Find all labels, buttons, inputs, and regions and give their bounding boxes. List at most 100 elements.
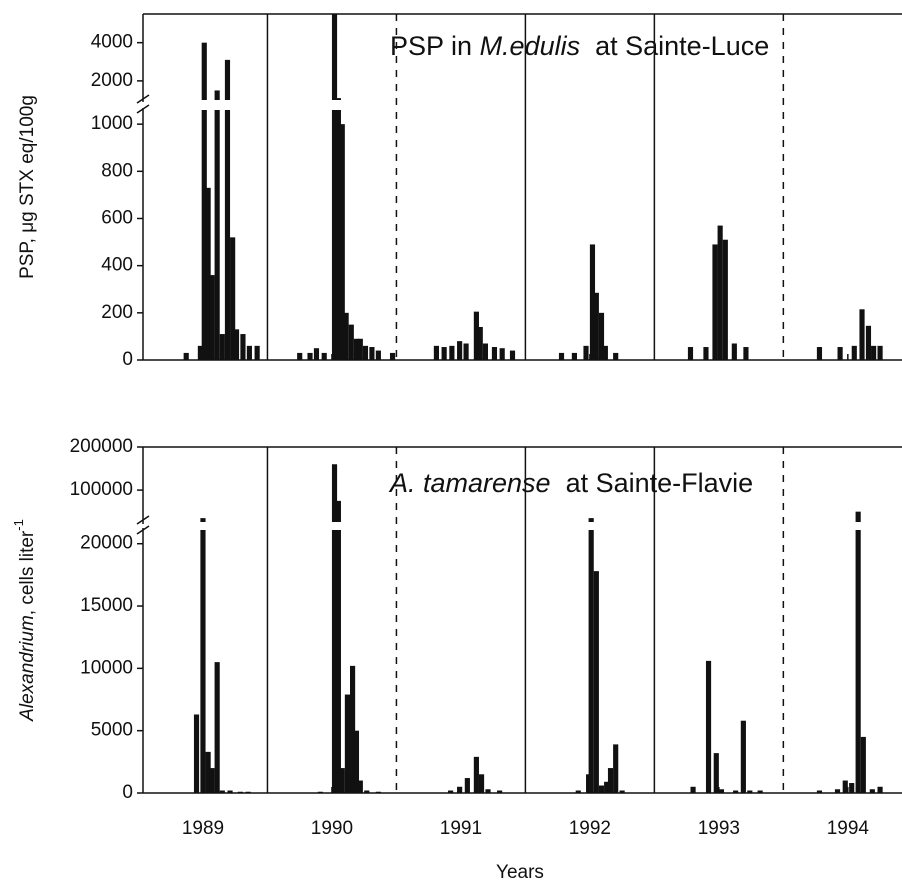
bar [457,341,463,360]
y-tick-label: 4000 [91,32,133,53]
bar-upper [588,518,594,522]
bar [219,790,225,793]
label-part: , cells liter [17,530,38,615]
x-tick-label: 1992 [569,818,611,839]
bar [593,292,599,360]
bar [375,791,381,793]
bar [331,530,338,793]
y-tick-label: 15000 [80,595,133,616]
bar [245,791,251,793]
bar [499,348,505,360]
bar [740,720,746,793]
title-part: M.edulis [480,31,581,61]
bar [364,790,370,793]
bar [339,768,345,793]
bar [317,791,323,793]
bar [851,345,857,360]
bar [331,110,338,360]
bar [201,110,207,360]
bar [571,352,577,360]
bar [237,791,243,793]
bar [733,790,739,793]
bar [842,780,848,793]
bar [598,312,605,360]
bar [690,786,696,793]
bar [877,345,883,360]
title-part: at Sainte-Flavie [551,468,754,498]
title-part: A. tamarense [388,468,551,498]
bar [350,665,356,793]
x-tick-label: 1990 [311,818,353,839]
bar-upper [855,511,861,522]
y-tick-label: 5000 [91,720,133,741]
y-tick-label: 200 [101,302,133,323]
bar [473,311,479,360]
x-tick-label: 1989 [182,818,224,839]
bar [865,325,872,360]
x-axis-label: Years [496,862,544,883]
bar [343,312,349,360]
bar [497,790,503,793]
bar [307,352,313,360]
bar [335,110,341,360]
bar [509,350,516,360]
bar [816,347,823,360]
bar [816,790,823,793]
bar [604,781,610,793]
y-tick-label: 400 [101,255,133,276]
bar [357,780,363,793]
bar [369,347,375,360]
bar [871,345,877,360]
bar [613,744,619,793]
bar [731,343,737,360]
label-part: -1 [11,519,26,531]
y-tick-label: 800 [101,160,133,181]
bar [869,789,875,793]
bar [859,309,865,360]
bar [747,790,753,793]
bar-upper [200,518,206,522]
bar [583,345,589,360]
y-tick-label: 2000 [91,70,133,91]
bar [473,756,479,793]
y-tick-label: 100000 [70,479,133,500]
bar [183,352,189,360]
bar [209,275,215,360]
bar [602,345,608,360]
y-tick-label: 1000 [91,113,133,134]
bar [193,714,200,793]
bar [877,786,883,793]
bar [705,660,712,793]
bar [464,778,470,793]
bar [297,352,303,360]
bar [855,530,861,793]
panel-title: PSP in M.edulis at Sainte-Luce [390,31,769,61]
bar [219,334,225,360]
bar [589,244,596,360]
bar-upper [335,500,341,522]
bar [860,736,866,793]
bar [613,352,619,360]
bar [743,347,749,360]
title-part: at Sainte-Luce [580,31,769,61]
title-part: PSP in [390,31,480,61]
axis-break [136,94,150,114]
bar [240,334,246,360]
bar [703,347,709,360]
bar-upper [331,14,338,100]
y-tick-label: 200000 [70,436,133,457]
bar [687,347,694,360]
bar [313,348,320,360]
bar [389,352,396,360]
bar [233,329,240,360]
bar [200,530,206,793]
bar [478,774,485,793]
bar [463,343,469,360]
bar [713,753,719,793]
bar-upper [224,59,231,100]
bar [722,239,728,360]
bar [205,187,211,360]
bar [224,110,231,360]
bar-upper [335,98,341,100]
